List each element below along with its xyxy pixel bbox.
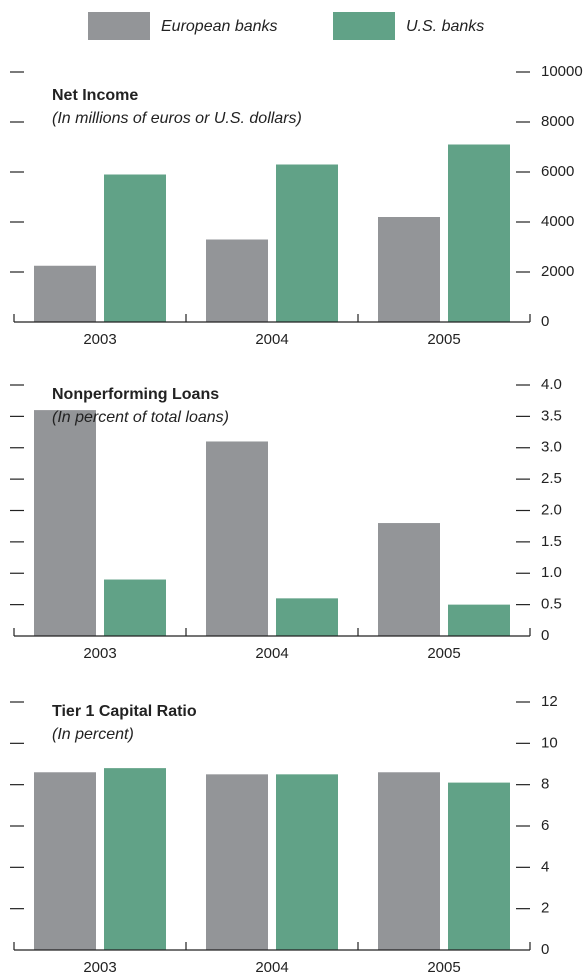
y-tick-label: 10 (541, 734, 558, 751)
y-tick-label: 1.0 (541, 564, 562, 581)
bar (206, 774, 268, 950)
x-tick-label: 2005 (427, 645, 460, 662)
y-tick-label: 3.0 (541, 439, 562, 456)
y-tick-label: 12 (541, 693, 558, 710)
bar (206, 441, 268, 636)
x-tick-label: 2005 (427, 331, 460, 348)
bar (378, 772, 440, 950)
y-tick-label: 1.5 (541, 533, 562, 550)
y-tick-label: 6000 (541, 163, 574, 180)
bar (448, 604, 510, 636)
y-tick-label: 4.0 (541, 376, 562, 393)
bar (34, 410, 96, 636)
y-tick-label: 0 (541, 627, 549, 644)
chart-title: Tier 1 Capital Ratio (52, 703, 197, 720)
x-tick-label: 2004 (255, 645, 288, 662)
chart-subtitle: (In millions of euros or U.S. dollars) (52, 110, 302, 127)
y-tick-label: 4000 (541, 213, 574, 230)
y-tick-label: 4 (541, 858, 549, 875)
x-tick-label: 2005 (427, 959, 460, 976)
bar (378, 523, 440, 636)
y-tick-label: 10000 (541, 63, 583, 80)
bar (276, 164, 338, 322)
legend-label: U.S. banks (406, 18, 484, 35)
bar (34, 265, 96, 322)
x-tick-label: 2003 (83, 331, 116, 348)
y-tick-label: 0 (541, 941, 549, 958)
bar (34, 772, 96, 950)
y-tick-label: 2.5 (541, 470, 562, 487)
chart-title: Nonperforming Loans (52, 386, 219, 403)
y-tick-label: 8000 (541, 113, 574, 130)
bar (206, 239, 268, 322)
y-tick-label: 2000 (541, 263, 574, 280)
bar (104, 768, 166, 950)
x-tick-label: 2003 (83, 645, 116, 662)
chart-title: Net Income (52, 87, 138, 104)
bar (448, 144, 510, 322)
y-tick-label: 3.5 (541, 407, 562, 424)
bar (104, 174, 166, 322)
y-tick-label: 2.0 (541, 501, 562, 518)
bar (276, 598, 338, 636)
y-tick-label: 8 (541, 776, 549, 793)
legend-swatch (333, 12, 395, 40)
chart-subtitle: (In percent) (52, 726, 134, 743)
bar (378, 217, 440, 322)
bar (448, 782, 510, 950)
x-tick-label: 2004 (255, 959, 288, 976)
legend-swatch (88, 12, 150, 40)
chart-subtitle: (In percent of total loans) (52, 409, 229, 426)
bar (104, 579, 166, 636)
x-tick-label: 2003 (83, 959, 116, 976)
x-tick-label: 2004 (255, 331, 288, 348)
y-tick-label: 2 (541, 900, 549, 917)
y-tick-label: 0 (541, 313, 549, 330)
bar (276, 774, 338, 950)
y-tick-label: 6 (541, 817, 549, 834)
y-tick-label: 0.5 (541, 596, 562, 613)
legend-label: European banks (161, 18, 278, 35)
